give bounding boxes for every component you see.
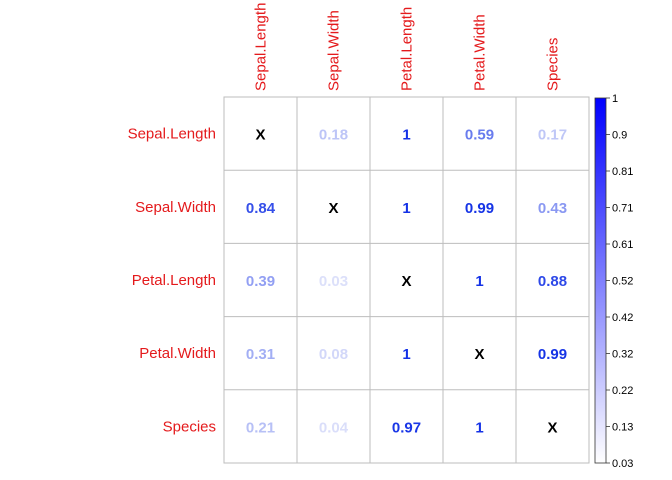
correlation-cell: 0.59 (465, 127, 494, 144)
correlation-cell: 0.17 (538, 127, 567, 144)
column-labels: Sepal.Length Sepal.Width Petal.Length Petal… (253, 3, 562, 91)
row-label: Species (163, 418, 216, 435)
correlation-cell: 0.18 (319, 127, 348, 144)
column-label: Petal.Width (472, 14, 489, 91)
row-label: Sepal.Length (128, 126, 216, 143)
colorbar-tick-label: 0.9 (612, 130, 627, 142)
correlation-cell: 0.39 (246, 273, 275, 290)
row-label: Petal.Width (139, 345, 216, 362)
heatmap-cells: X 0.18 1 0.59 0.17 0.84 X 1 0.99 0.43 0.39 0.03 X 1 0.… (246, 127, 567, 437)
colorbar-tick-label: 0.61 (612, 239, 633, 251)
colorbar-tick-label: 0.52 (612, 276, 633, 288)
correlation-cell: 1 (402, 127, 410, 144)
colorbar-tick-label: 0.42 (612, 312, 633, 324)
correlation-cell: 1 (475, 273, 483, 290)
row-label: Petal.Length (132, 272, 216, 289)
colorbar-tick-label: 0.32 (612, 349, 633, 361)
correlation-cell: 0.97 (392, 419, 421, 436)
row-labels: Sepal.Length Sepal.Width Petal.Length Petal… (128, 126, 216, 436)
column-label: Sepal.Width (326, 10, 343, 91)
correlation-cell: 0.04 (319, 419, 349, 436)
colorbar-tick-label: 0.81 (612, 166, 633, 178)
correlation-cell: 0.99 (465, 200, 494, 217)
grid-border (223, 96, 590, 464)
colorbar-tick-label: 0.22 (612, 385, 633, 397)
colorbar-tick-label: 0.03 (612, 458, 633, 470)
colorbar-tick-label: 0.71 (612, 203, 633, 215)
correlation-cell: 0.21 (246, 419, 275, 436)
correlation-cell: 0.08 (319, 346, 348, 363)
column-label: Sepal.Length (253, 3, 270, 91)
correlation-cell: 1 (402, 346, 410, 363)
diagonal-cell: X (547, 419, 557, 436)
correlation-cell: 0.99 (538, 346, 567, 363)
colorbar-tick-label: 0.13 (612, 422, 633, 434)
colorbar-gradient (594, 97, 607, 464)
diagonal-cell: X (328, 200, 338, 217)
colorbar: 1 0.9 0.81 0.71 0.61 0.52 0.42 0.32 0.22 0.13 0.03 (594, 93, 633, 470)
column-label: Petal.Length (399, 7, 416, 91)
colorbar-tick-label: 1 (612, 93, 618, 105)
correlation-cell: 0.03 (319, 273, 348, 290)
row-label: Sepal.Width (135, 199, 216, 216)
correlation-cell: 0.88 (538, 273, 567, 290)
column-label: Species (545, 38, 562, 91)
correlation-cell: 0.84 (246, 200, 276, 217)
correlation-cell: 0.31 (246, 346, 275, 363)
heatmap-grid (223, 96, 590, 464)
correlation-cell: 0.43 (538, 200, 567, 217)
correlation-cell: 1 (475, 419, 483, 436)
diagonal-cell: X (255, 127, 265, 144)
diagonal-cell: X (401, 273, 411, 290)
diagonal-cell: X (474, 346, 484, 363)
correlation-cell: 1 (402, 200, 410, 217)
